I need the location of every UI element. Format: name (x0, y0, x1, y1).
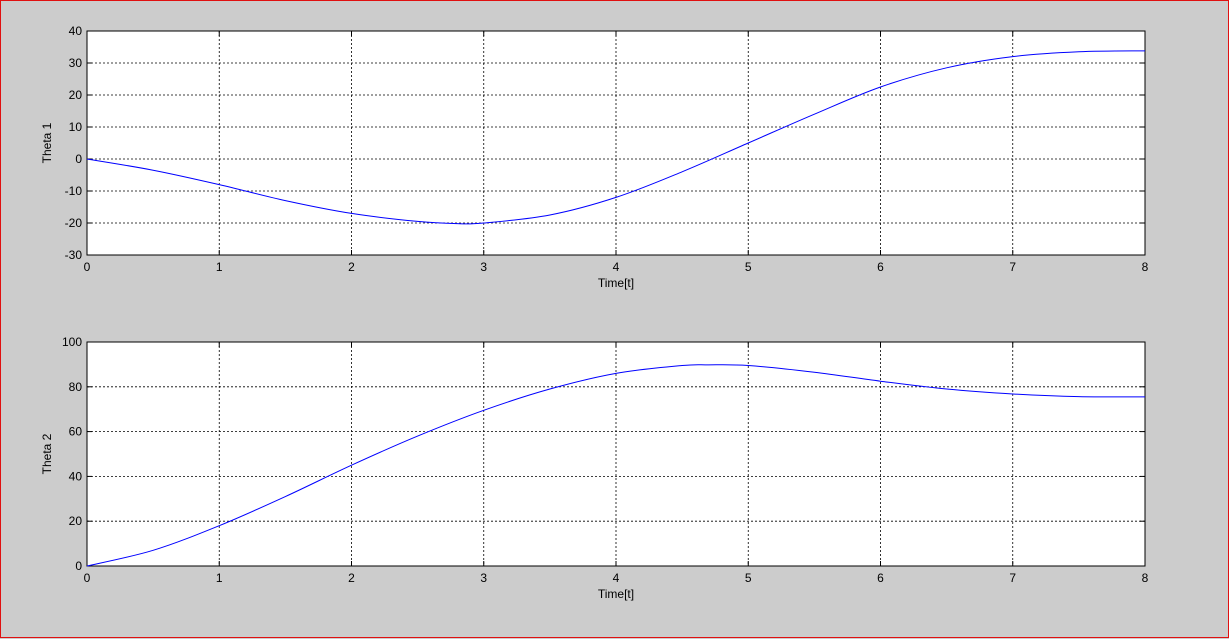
x-tick-label: 3 (480, 571, 487, 585)
y-tick-label: 0 (75, 559, 82, 573)
x-tick-label: 4 (613, 260, 620, 274)
x-axis-label: Time[t] (598, 276, 634, 290)
series-line (86, 364, 1146, 567)
y-axis-label: Theta 2 (40, 433, 54, 474)
x-tick-label: 2 (348, 571, 355, 585)
y-tick-label: -10 (65, 184, 83, 198)
y-tick-label: 40 (69, 24, 83, 38)
x-tick-label: 0 (84, 571, 91, 585)
y-tick-label: 0 (75, 152, 82, 166)
y-tick-label: -30 (65, 248, 83, 262)
y-tick-label: 80 (69, 380, 83, 394)
y-tick-label: 60 (69, 425, 83, 439)
subplot-theta1: 0 1 2 3 4 5 6 7 8 -30 -20 -10 0 10 20 30 40 Time[t] Theta … (40, 24, 1149, 290)
x-tick-label: 8 (1142, 260, 1149, 274)
x-axis-label: Time[t] (598, 587, 634, 601)
y-tick-label: -20 (65, 216, 83, 230)
y-tick-label: 10 (69, 120, 83, 134)
y-axis-label: Theta 1 (40, 122, 54, 163)
x-tick-label: 7 (1009, 260, 1016, 274)
x-tick-label: 5 (745, 571, 752, 585)
x-tick-label: 4 (613, 571, 620, 585)
y-tick-label: 30 (69, 56, 83, 70)
x-tick-label: 3 (480, 260, 487, 274)
x-tick-label: 6 (877, 571, 884, 585)
x-tick-label: 1 (216, 260, 223, 274)
x-tick-label: 6 (877, 260, 884, 274)
x-tick-label: 7 (1009, 571, 1016, 585)
x-tick-label: 2 (348, 260, 355, 274)
x-tick-label: 8 (1142, 571, 1149, 585)
y-tick-label: 100 (62, 335, 82, 349)
x-tick-label: 5 (745, 260, 752, 274)
series-line (86, 50, 1146, 225)
x-tick-label: 1 (216, 571, 223, 585)
y-tick-label: 20 (69, 514, 83, 528)
y-tick-label: 20 (69, 88, 83, 102)
x-tick-label: 0 (84, 260, 91, 274)
y-tick-label: 40 (69, 469, 83, 483)
